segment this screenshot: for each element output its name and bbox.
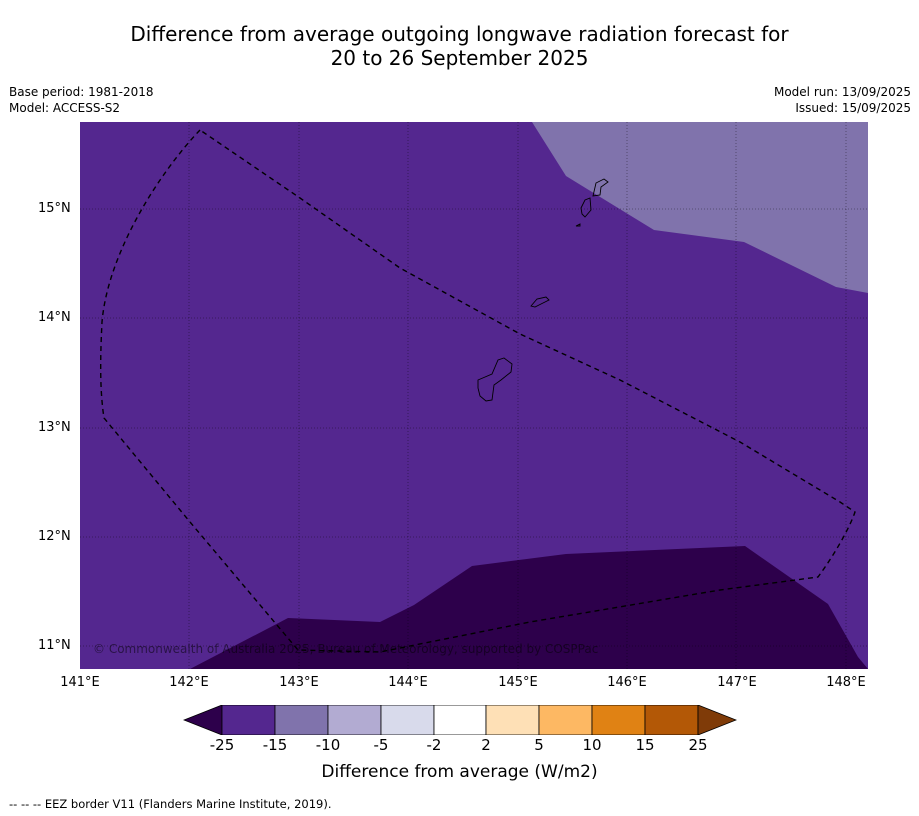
colorbar-tick: 25 (688, 736, 708, 754)
colorbar-tick: 2 (481, 736, 491, 754)
colorbar-tick: -15 (262, 736, 288, 754)
anomaly-region-dark (190, 546, 868, 669)
aguijan-outline (575, 223, 581, 227)
lat-label-14n: 14°N (38, 310, 71, 325)
colorbar-bin-4 (380, 704, 435, 736)
lon-label-141e: 141°E (60, 675, 100, 690)
lon-label-147e: 147°E (717, 675, 757, 690)
colorbar-bin-7 (538, 704, 593, 736)
title-line-2: 20 to 26 September 2025 (330, 46, 589, 70)
lon-label-144e: 144°E (388, 675, 428, 690)
lon-label-146e: 146°E (607, 675, 647, 690)
colorbar-bin-9 (644, 704, 699, 736)
saipan-outline (592, 178, 609, 197)
meta-left: Base period: 1981-2018 Model: ACCESS-S2 (9, 84, 154, 116)
lat-label-12n: 12°N (38, 529, 71, 544)
anomaly-region-light (532, 122, 868, 293)
lat-label-11n: 11°N (38, 638, 71, 653)
map-panel: © Commonwealth of Australia 2025, Bureau… (80, 122, 868, 669)
colorbar-bin-3 (327, 704, 382, 736)
copyright-notice: © Commonwealth of Australia 2025, Bureau… (93, 642, 598, 656)
colorbar-bin-2 (274, 704, 329, 736)
colorbar-tick: 15 (635, 736, 655, 754)
lat-label-15n: 15°N (38, 201, 71, 216)
colorbar-bin-6 (485, 704, 540, 736)
base-period: Base period: 1981-2018 (9, 85, 154, 99)
eez-footnote: -- -- -- EEZ border V11 (Flanders Marine… (9, 797, 332, 811)
island-outlines (477, 178, 609, 402)
issued-date: Issued: 15/09/2025 (795, 101, 911, 115)
map-svg: © Commonwealth of Australia 2025, Bureau… (80, 122, 868, 669)
colorbar-extend-high (697, 704, 738, 736)
colorbar-tick: -25 (209, 736, 235, 754)
colorbar-svg (182, 704, 738, 736)
model-run: Model run: 13/09/2025 (773, 85, 911, 99)
colorbar-tick: -10 (315, 736, 341, 754)
colorbar-bin-5 (433, 704, 487, 736)
rota-outline (530, 296, 550, 308)
colorbar-bin-1 (221, 704, 276, 736)
colorbar-tick: 10 (582, 736, 602, 754)
lat-label-13n: 13°N (38, 420, 71, 435)
colorbar-tick: -5 (373, 736, 389, 754)
colorbar-tick: 5 (534, 736, 544, 754)
colorbar-bin-8 (591, 704, 646, 736)
colorbar-extend-low (182, 704, 223, 736)
colorbar-tick: -2 (426, 736, 442, 754)
lon-label-143e: 143°E (279, 675, 319, 690)
lon-label-148e: 148°E (826, 675, 866, 690)
map-title: Difference from average outgoing longwav… (0, 22, 919, 70)
gridlines (80, 122, 868, 669)
eez-border (99, 129, 856, 653)
tinian-outline (580, 197, 592, 218)
meta-right: Model run: 13/09/2025 Issued: 15/09/2025 (774, 84, 911, 116)
title-line-1: Difference from average outgoing longwav… (130, 22, 789, 46)
guam-outline (477, 357, 513, 402)
lon-label-145e: 145°E (498, 675, 538, 690)
colorbar (182, 704, 738, 736)
lon-label-142e: 142°E (169, 675, 209, 690)
model-name: Model: ACCESS-S2 (9, 101, 121, 115)
colorbar-label: Difference from average (W/m2) (321, 762, 598, 782)
